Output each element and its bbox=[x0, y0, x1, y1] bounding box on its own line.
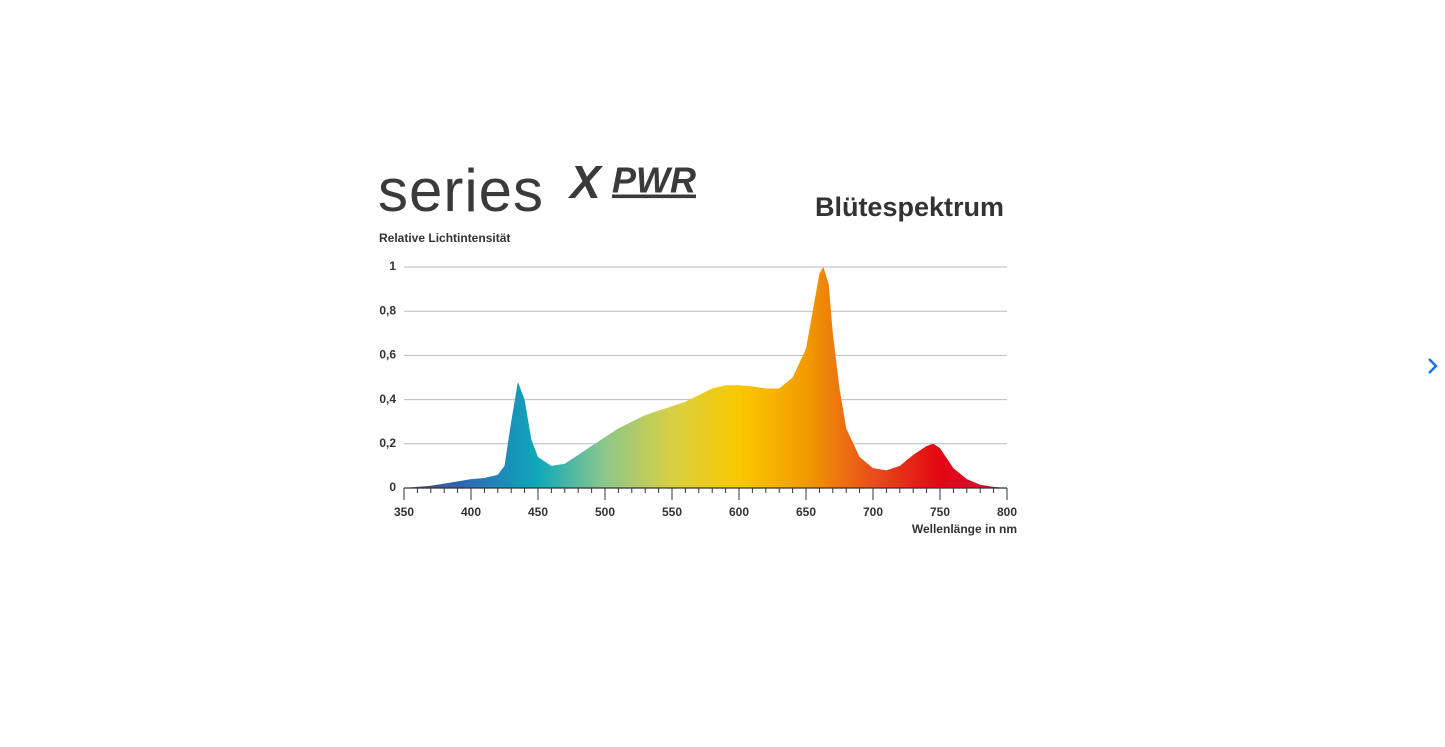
chart-title: Blütespektrum bbox=[815, 192, 1004, 222]
x-tick-label: 700 bbox=[863, 505, 883, 519]
x-tick-label: 600 bbox=[729, 505, 749, 519]
next-button[interactable] bbox=[1428, 358, 1438, 374]
logo-suffix: PWR bbox=[612, 160, 696, 201]
y-tick-label: 1 bbox=[389, 259, 396, 273]
x-tick-label: 500 bbox=[595, 505, 615, 519]
x-tick-label: 550 bbox=[662, 505, 682, 519]
x-tick-label: 400 bbox=[461, 505, 481, 519]
y-tick-label: 0,2 bbox=[379, 436, 396, 450]
logo-mark: X bbox=[567, 156, 603, 208]
x-tick-label: 350 bbox=[394, 505, 414, 519]
x-tick-label: 750 bbox=[930, 505, 950, 519]
x-tick-label: 650 bbox=[796, 505, 816, 519]
x-tick-label: 800 bbox=[997, 505, 1017, 519]
y-tick-label: 0,8 bbox=[379, 303, 396, 317]
y-tick-label: 0,4 bbox=[379, 392, 396, 406]
spectrum-area bbox=[404, 267, 1007, 488]
y-axis-label: Relative Lichtintensität bbox=[379, 231, 510, 245]
y-tick-label: 0,6 bbox=[379, 348, 396, 362]
y-tick-label: 0 bbox=[389, 480, 396, 494]
x-axis-label: Wellenlänge in nm bbox=[912, 522, 1017, 536]
logo-word: series bbox=[378, 157, 544, 224]
x-tick-label: 450 bbox=[528, 505, 548, 519]
